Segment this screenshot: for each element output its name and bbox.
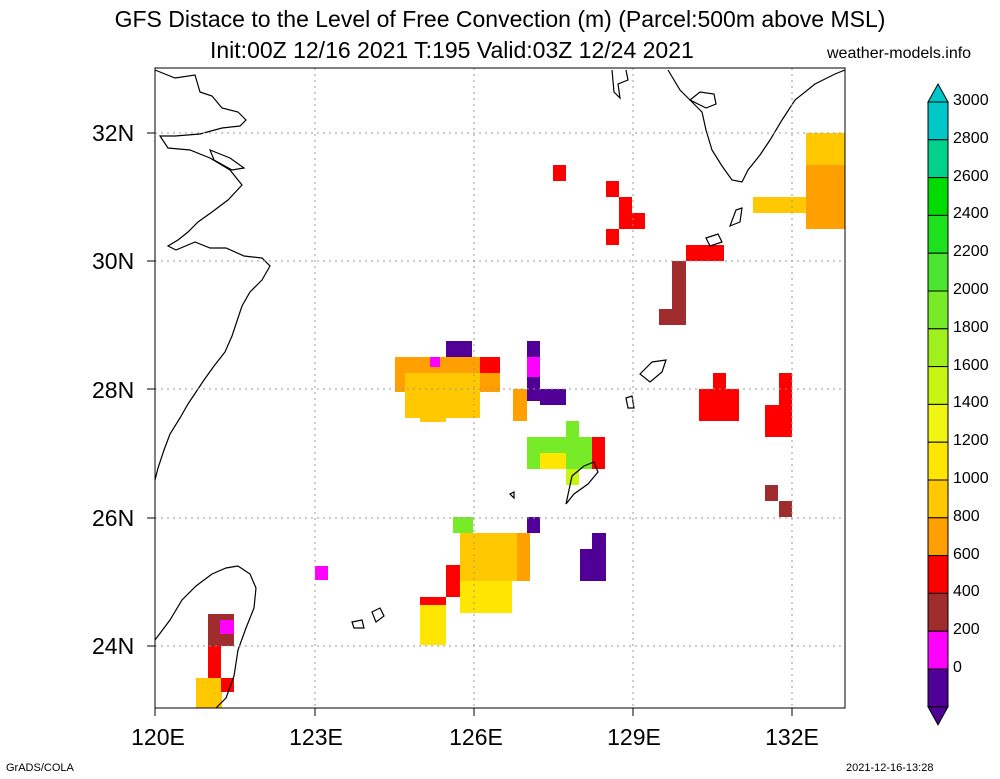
lfc-cell: [806, 165, 845, 229]
lon-label-120e: 120E: [131, 724, 185, 750]
lfc-cell: [196, 678, 222, 708]
lfc-cell: [420, 392, 446, 422]
lfc-cell: [517, 533, 530, 581]
lfc-cell: [540, 453, 566, 469]
lat-label-32n: 32N: [92, 120, 135, 146]
lfc-cell: [220, 620, 234, 634]
colorbar-swatch: [927, 479, 949, 519]
colorbar-swatch: [927, 328, 949, 368]
chart-title: GFS Distace to the Level of Free Convect…: [114, 6, 886, 32]
lfc-cell: [460, 581, 512, 613]
colorbar-label: 800: [953, 507, 980, 525]
lfc-cell: [619, 197, 632, 213]
lfc-cell: [513, 389, 527, 421]
colorbar-label: 1600: [953, 356, 989, 374]
lfc-cell: [606, 229, 619, 245]
lfc-shaded-field: [196, 133, 845, 708]
colorbar-swatch: [927, 101, 949, 141]
colorbar-swatch: [927, 592, 949, 632]
graticule: [155, 68, 845, 708]
lfc-cell: [430, 357, 440, 367]
colorbar-label: 2400: [953, 205, 989, 223]
lfc-cell: [460, 533, 526, 581]
lfc-cell: [686, 245, 724, 261]
lat-label-28n: 28N: [92, 377, 135, 403]
coastlines: [154, 69, 846, 709]
lat-label-30n: 30N: [92, 248, 135, 274]
colorbar-swatch: [927, 630, 949, 670]
colorbar-label: 600: [953, 545, 980, 563]
lfc-cell: [592, 533, 606, 549]
lon-label-123e: 123E: [289, 724, 343, 750]
axis-ticks: [147, 132, 793, 716]
lon-label-132e: 132E: [765, 724, 819, 750]
lfc-cell: [480, 357, 500, 373]
lfc-cell: [540, 389, 566, 405]
lfc-cell: [315, 566, 328, 580]
colorbar-swatch: [927, 177, 949, 216]
lfc-cell: [659, 309, 673, 325]
lfc-cell: [713, 373, 726, 389]
footer-credit: GrADS/COLA: [6, 762, 74, 774]
colorbar-swatch: [927, 290, 949, 330]
lfc-cell: [527, 517, 540, 533]
lfc-cell: [753, 197, 823, 213]
colorbar-label: 2600: [953, 167, 989, 185]
colorbar-label: 2800: [953, 129, 989, 147]
lfc-cell: [446, 565, 460, 597]
lfc-cell: [208, 646, 221, 678]
lon-label-129e: 129E: [607, 724, 661, 750]
lfc-cell: [672, 261, 686, 325]
colorbar-swatch: [927, 555, 949, 594]
colorbar-swatch: [927, 252, 949, 292]
lfc-cell: [619, 213, 645, 229]
colorbar: [927, 82, 949, 726]
lfc-cell: [566, 421, 579, 437]
colorbar-label: 2200: [953, 243, 989, 261]
colorbar-label: 200: [953, 621, 980, 639]
lfc-cell: [606, 181, 619, 197]
lfc-cell: [699, 389, 739, 421]
colorbar-label: 2000: [953, 281, 989, 298]
colorbar-max-arrow: [927, 82, 949, 103]
colorbar-swatch: [927, 441, 949, 481]
colorbar-label: 400: [953, 583, 980, 601]
lfc-cell: [553, 165, 566, 181]
colorbar-swatch: [927, 214, 949, 254]
lfc-cell: [765, 485, 778, 501]
colorbar-label: 1200: [953, 432, 989, 450]
map-frame: [154, 67, 846, 709]
lfc-cell: [453, 517, 473, 533]
colorbar-label: 0: [953, 659, 962, 676]
colorbar-swatch: [927, 517, 949, 557]
lat-label-26n: 26N: [92, 505, 135, 531]
lfc-cell: [221, 678, 234, 692]
colorbar-swatch: [927, 139, 949, 179]
colorbar-label: 3000: [953, 92, 989, 109]
chart-subtitle: Init:00Z 12/16 2021 T:195 Valid:03Z 12/2…: [210, 37, 694, 63]
colorbar-min-arrow: [927, 706, 949, 726]
colorbar-swatch: [927, 403, 949, 443]
colorbar-swatch: [927, 668, 949, 708]
lfc-cell: [446, 341, 472, 357]
lfc-cell: [765, 405, 792, 437]
footer-timestamp: 2021-12-16-13:28: [846, 762, 934, 774]
lfc-cell: [527, 357, 540, 377]
colorbar-label: 1000: [953, 470, 989, 487]
lfc-cell: [779, 501, 792, 517]
lat-label-24n: 24N: [92, 633, 135, 659]
colorbar-swatch: [927, 366, 949, 405]
lfc-cell: [580, 549, 606, 581]
source-site: weather-models.info: [827, 45, 972, 62]
lon-label-126e: 126E: [449, 724, 503, 750]
colorbar-label: 1800: [953, 318, 989, 336]
colorbar-label: 1400: [953, 394, 989, 412]
lfc-cell: [592, 437, 605, 469]
lfc-cell: [420, 597, 446, 605]
